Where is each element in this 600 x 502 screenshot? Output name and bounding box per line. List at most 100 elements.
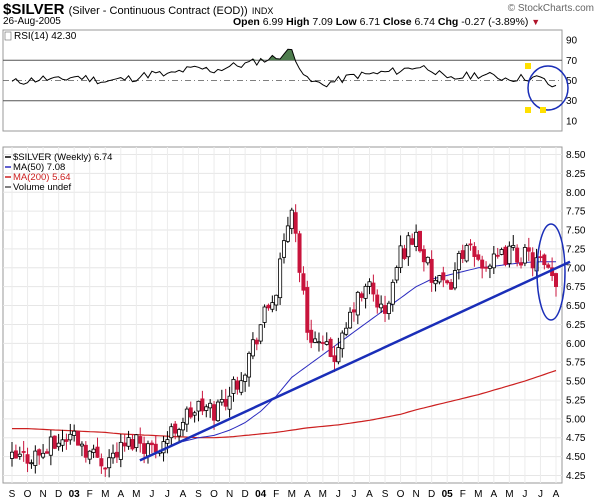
candle-body bbox=[48, 436, 53, 456]
candle-body bbox=[52, 435, 57, 449]
x-tick-label: 04 bbox=[255, 489, 267, 500]
price-candle bbox=[340, 330, 345, 358]
candle-body bbox=[68, 433, 73, 441]
candle-body bbox=[301, 273, 306, 291]
x-tick-label: A bbox=[304, 489, 311, 500]
ohlc-summary: Open 6.99 High 7.09 Low 6.71 Close 6.74 … bbox=[233, 16, 540, 28]
price-candle bbox=[200, 390, 205, 416]
x-tick-label: M bbox=[132, 489, 140, 500]
candle-body bbox=[495, 254, 500, 257]
price-tick-label: 7.50 bbox=[566, 226, 586, 237]
candle-body bbox=[410, 238, 415, 245]
rsi-legend-icon bbox=[4, 31, 12, 41]
price-candle bbox=[188, 401, 193, 419]
price-candle bbox=[223, 388, 228, 411]
price-annotation-circle bbox=[536, 223, 566, 321]
price-candle bbox=[410, 233, 415, 246]
rsi-annotation-circle bbox=[527, 65, 569, 111]
candle-body bbox=[433, 279, 438, 285]
price-candle bbox=[390, 279, 395, 312]
candle-body bbox=[472, 246, 477, 257]
open-value: 6.99 bbox=[262, 16, 284, 28]
candle-body bbox=[429, 258, 434, 283]
price-candle bbox=[180, 417, 185, 437]
rsi-tick-label: 10 bbox=[566, 116, 578, 127]
price-candle bbox=[247, 351, 252, 387]
x-tick-label: M bbox=[505, 489, 513, 500]
candle-body bbox=[375, 294, 380, 308]
price-candle bbox=[79, 441, 84, 457]
price-candle bbox=[484, 261, 489, 272]
candle-body bbox=[138, 436, 143, 444]
candle-body bbox=[17, 453, 22, 457]
price-tick-label: 4.50 bbox=[566, 452, 586, 463]
price-candle bbox=[406, 232, 411, 266]
price-candle bbox=[332, 345, 337, 373]
candle-body bbox=[297, 233, 302, 273]
x-tick-label: J bbox=[149, 489, 154, 500]
price-candle bbox=[499, 247, 504, 256]
price-candle bbox=[91, 444, 96, 459]
price-panel: 4.25 4.50 4.75 5.00 5.25 5.50 5.75 6.00 6.25 6.50… bbox=[2, 146, 586, 500]
price-candle bbox=[480, 255, 485, 279]
price-candle bbox=[13, 444, 18, 459]
price-candle bbox=[320, 335, 325, 351]
candle-body bbox=[44, 451, 49, 454]
candle-body bbox=[200, 398, 205, 412]
x-tick-label: D bbox=[55, 489, 62, 500]
price-candle bbox=[460, 244, 465, 264]
price-candle bbox=[52, 435, 57, 450]
candle-body bbox=[64, 439, 69, 442]
price-candle bbox=[227, 386, 232, 418]
price-candle bbox=[258, 324, 263, 345]
candle-body bbox=[76, 430, 81, 446]
x-tick-label: M bbox=[319, 489, 327, 500]
candle-body bbox=[445, 280, 450, 284]
price-candle bbox=[235, 376, 240, 395]
price-candle bbox=[33, 445, 38, 474]
candle-body bbox=[231, 378, 236, 394]
price-candle bbox=[468, 239, 473, 251]
price-tick-label: 7.25 bbox=[566, 244, 586, 255]
price-candle bbox=[87, 450, 92, 465]
price-tick-label: 5.50 bbox=[566, 377, 586, 388]
price-candle bbox=[379, 295, 384, 313]
price-candle bbox=[371, 274, 376, 302]
x-tick-label: F bbox=[460, 489, 466, 500]
price-candle bbox=[239, 372, 244, 396]
rsi-marker-bottom bbox=[525, 107, 531, 113]
price-candle bbox=[452, 262, 457, 291]
candle-body bbox=[142, 443, 147, 454]
price-candle bbox=[433, 276, 438, 292]
price-candle bbox=[425, 256, 430, 266]
price-candle bbox=[21, 440, 26, 462]
price-candle bbox=[270, 295, 275, 313]
candle-body bbox=[390, 281, 395, 305]
candle-body bbox=[103, 467, 108, 470]
price-candle bbox=[118, 433, 123, 468]
rsi-marker-bottom-2 bbox=[540, 107, 546, 113]
candle-body bbox=[398, 245, 403, 269]
candle-body bbox=[180, 421, 185, 431]
price-tick-label: 8.00 bbox=[566, 188, 586, 199]
price-candle bbox=[301, 266, 306, 295]
candle-body bbox=[316, 341, 321, 344]
candle-body bbox=[266, 304, 271, 309]
candle-body bbox=[184, 408, 189, 425]
candle-body bbox=[192, 412, 197, 416]
candle-body bbox=[219, 399, 224, 403]
price-candle bbox=[208, 399, 213, 418]
candle-body bbox=[145, 443, 150, 457]
stockcharts-watermark: © StockCharts.com bbox=[507, 3, 594, 14]
price-candle bbox=[367, 278, 372, 295]
candle-body bbox=[250, 339, 255, 357]
candle-body bbox=[363, 285, 368, 299]
price-candle bbox=[266, 303, 271, 311]
candle-body bbox=[169, 426, 174, 439]
candle-body bbox=[394, 267, 399, 281]
candle-body bbox=[344, 327, 349, 335]
price-candle bbox=[134, 434, 139, 452]
price-candle bbox=[64, 433, 69, 450]
price-candle bbox=[250, 332, 255, 360]
